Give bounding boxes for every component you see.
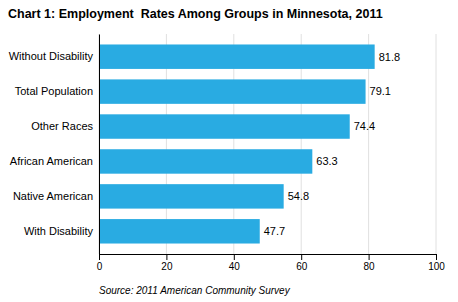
tick-label: Other Races [31,120,93,132]
tick: With Disability [24,225,94,237]
grid-line [99,34,100,254]
tick-label: 40 [229,261,241,272]
tick-mark [99,254,100,260]
chart: Chart 1: Employment Rates Among Groups i… [0,0,458,302]
tick-label: 0 [97,261,103,272]
tick-label: African American [10,155,93,167]
tick: 40 [229,254,241,272]
data-label: 81.8 [379,51,400,63]
tick: Total Population [15,85,93,97]
annotation: Source: 2011 American Community Survey [99,285,291,296]
axis-line [100,255,437,261]
data-labels: 81.8 79.1 74.4 63.3 54.8 47.7 [264,51,400,238]
tick-label: With Disability [24,225,94,237]
tick: 0 [97,254,103,272]
data-label: 47.7 [264,225,285,237]
tick-mark [369,254,370,260]
tick-label: 60 [296,261,308,272]
tick: Native American [13,190,93,202]
tick-label: 20 [161,261,173,272]
data-label: 63.3 [316,155,337,167]
tick: Without Disability [9,50,94,62]
tick-label: Without Disability [9,50,94,62]
bar [99,44,375,68]
tick-mark [234,254,235,260]
y-axis: Without Disability Total Population Other … [9,35,100,255]
tick: African American [10,155,93,167]
x-axis: 0 20 40 60 80 100 [97,254,446,272]
grid [99,34,436,254]
bar [99,219,260,243]
tick: 20 [161,254,173,272]
tick: 100 [428,254,445,272]
bar [99,184,284,208]
tick-mark [436,254,437,260]
tick: 60 [296,254,308,272]
data-label: 54.8 [288,190,309,202]
tick-label: 80 [364,261,376,272]
bars [99,44,375,243]
grid-line [436,34,437,254]
tick: 80 [364,254,376,272]
tick: Other Races [31,120,93,132]
axis-line [99,35,100,255]
bar [99,149,312,173]
data-label: 74.4 [354,120,375,132]
tick-label: Native American [13,190,93,202]
plot: 81.8 79.1 74.4 63.3 54.8 47.7 0 20 40 60 80 100 With… [9,34,446,272]
tick-mark [301,254,302,260]
tick-mark [166,254,167,260]
title: Chart 1: Employment Rates Among Groups i… [8,7,383,21]
bar [99,114,350,138]
bar [99,79,366,103]
tick-label: Total Population [15,85,93,97]
data-label: 79.1 [370,85,391,97]
tick-label: 100 [428,261,445,272]
